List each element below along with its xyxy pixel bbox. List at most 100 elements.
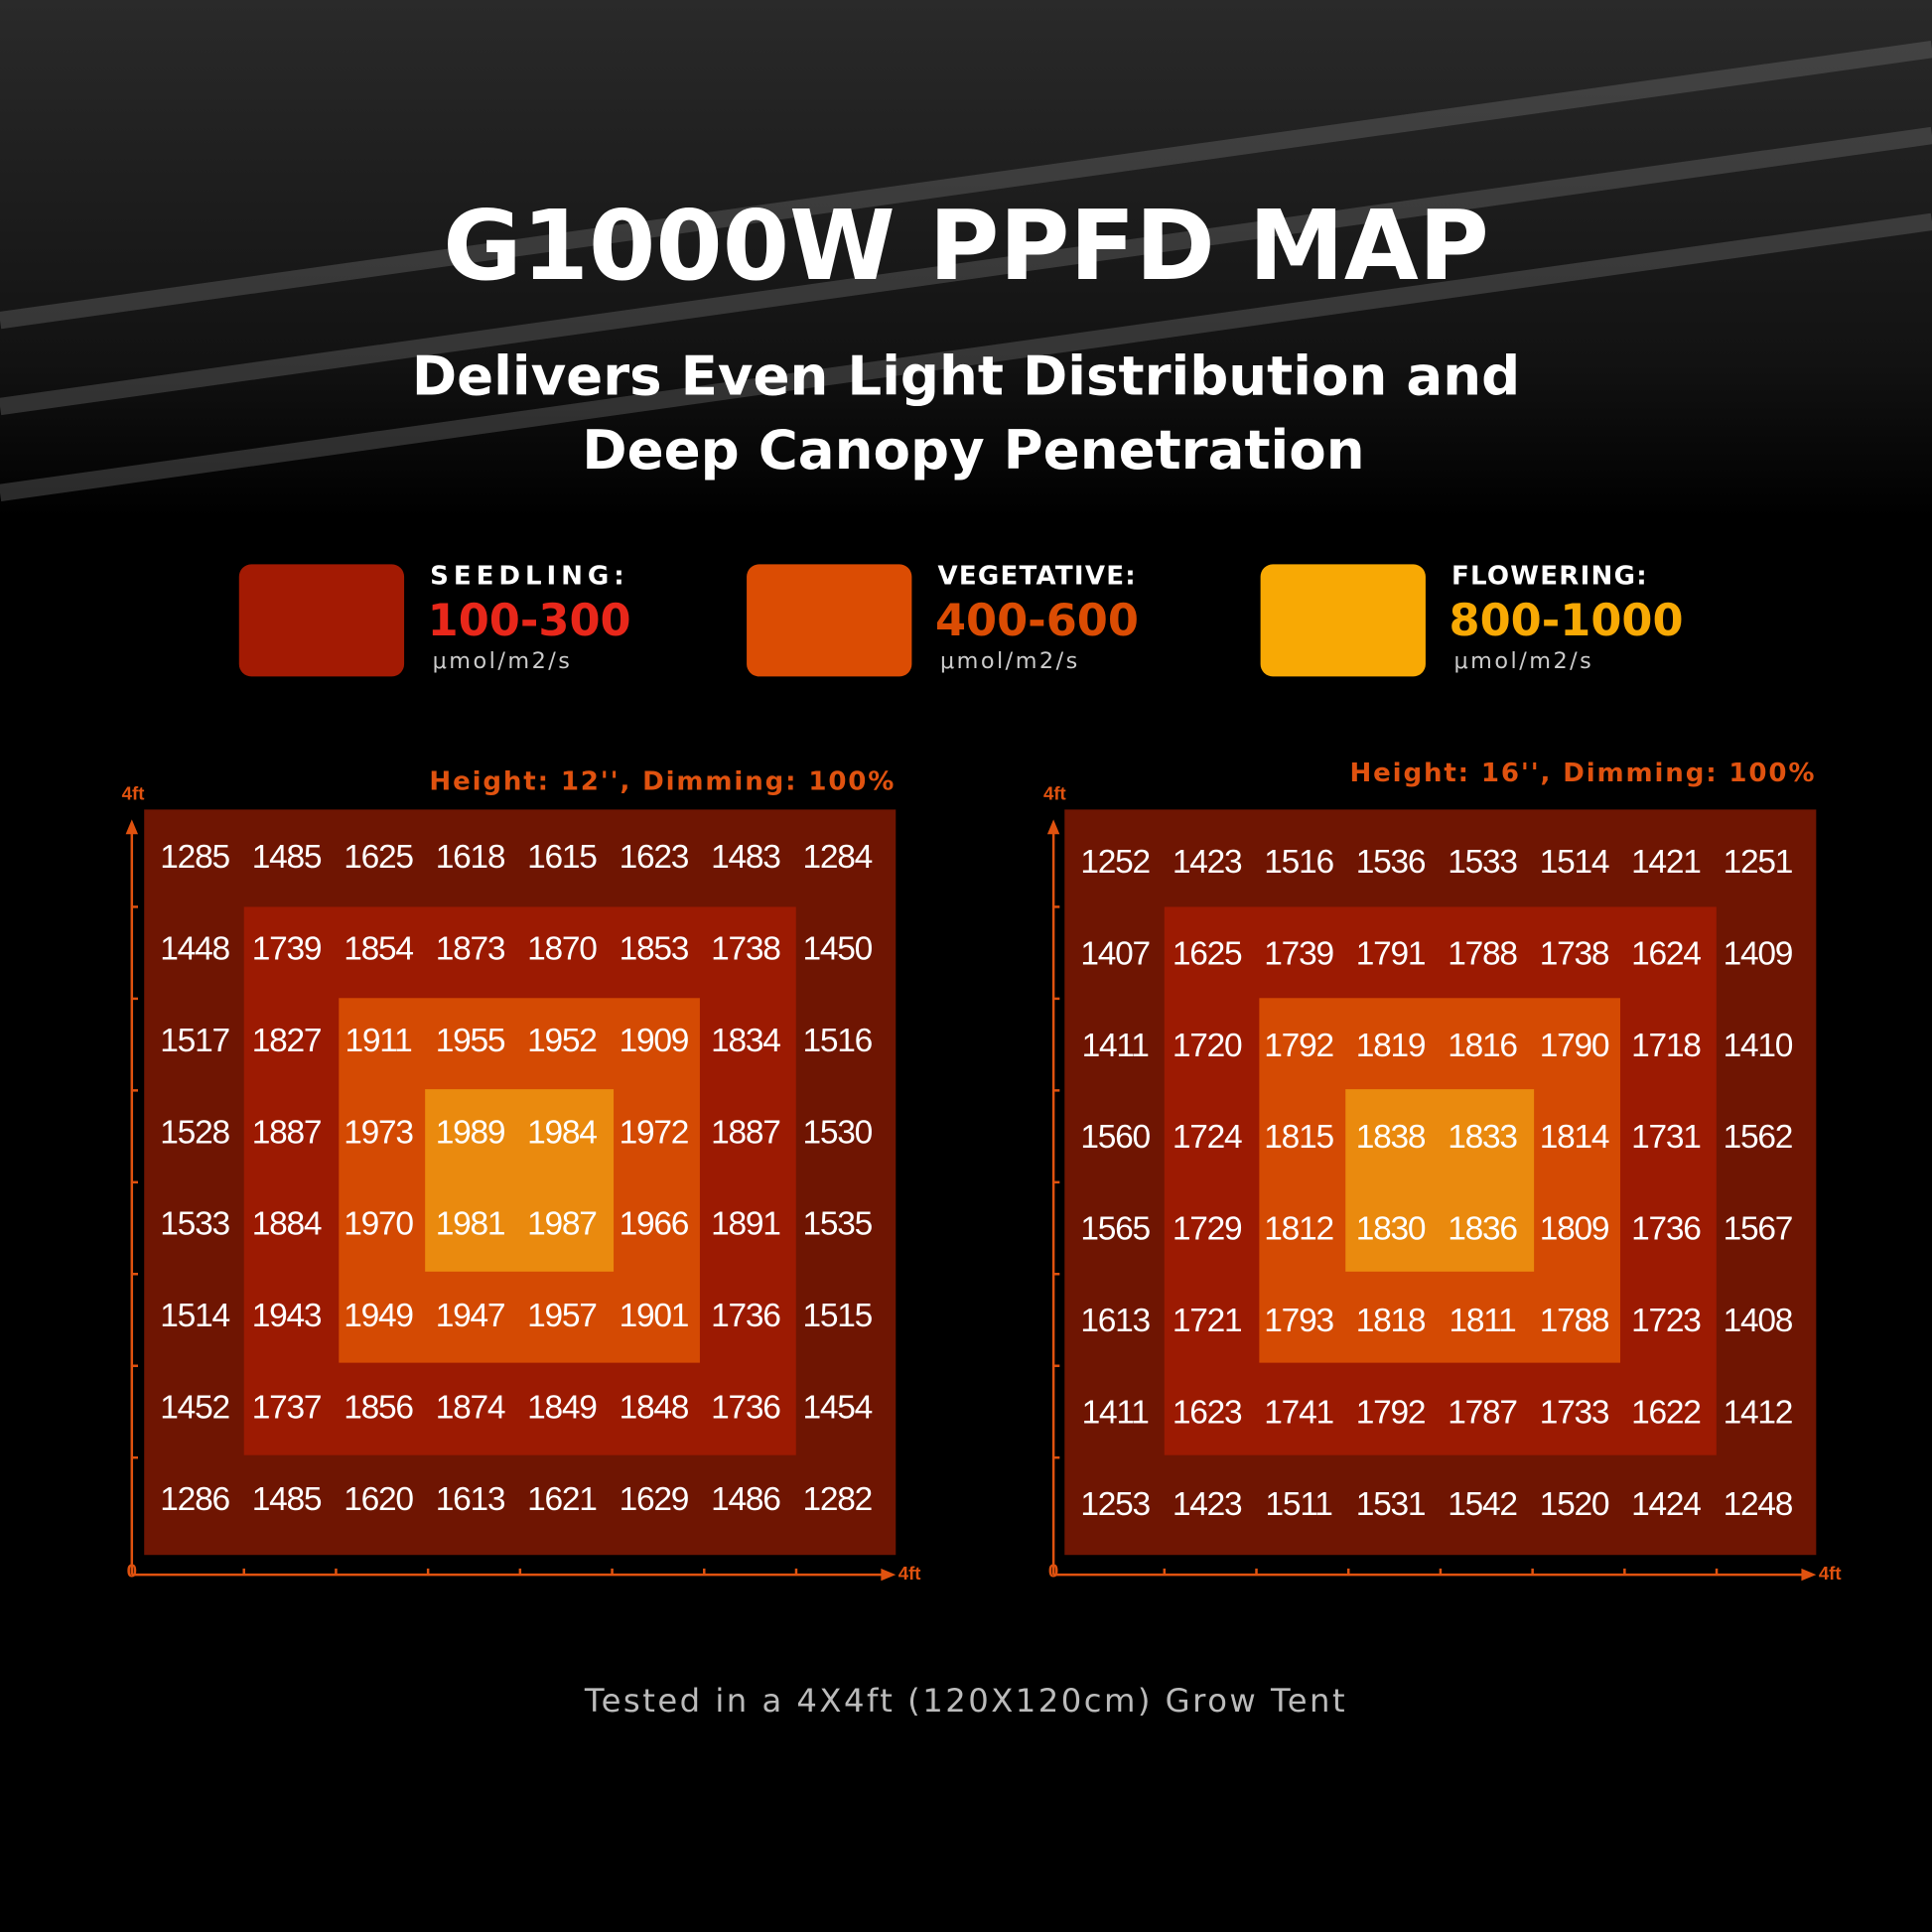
- ppfd-value: 1737: [252, 1390, 322, 1427]
- ppfd-value: 1412: [1724, 1395, 1793, 1432]
- ppfd-value: 1856: [344, 1390, 413, 1427]
- ppfd-value: 1966: [620, 1206, 689, 1243]
- ppfd-value: 1848: [620, 1390, 689, 1427]
- ppfd-value: 1248: [1724, 1486, 1793, 1523]
- ppfd-value: 1815: [1264, 1119, 1333, 1156]
- ppfd-value: 1542: [1448, 1486, 1517, 1523]
- ppfd-value: 1870: [527, 930, 597, 967]
- ppfd-value: 1407: [1080, 935, 1150, 972]
- ppfd-value: 1981: [436, 1206, 505, 1243]
- ppfd-value: 1252: [1080, 844, 1150, 881]
- ppfd-value: 1718: [1631, 1028, 1701, 1064]
- light-bars: [0, 41, 1932, 502]
- legend-unit: μmol/m2/s: [1453, 648, 1593, 674]
- ppfd-value: 1836: [1448, 1211, 1517, 1248]
- ppfd-value: 1613: [1080, 1303, 1150, 1339]
- ppfd-value: 1972: [620, 1114, 689, 1151]
- ppfd-value: 1530: [803, 1114, 873, 1151]
- ppfd-value: 1736: [711, 1390, 780, 1427]
- ppfd-value: 1827: [252, 1023, 322, 1059]
- ppfd-value: 1452: [160, 1390, 229, 1427]
- ppfd-value: 1624: [1631, 935, 1701, 972]
- ppfd-value: 1625: [1173, 935, 1242, 972]
- ppfd-value: 1514: [160, 1298, 229, 1334]
- footer: Tested in a 4X4ft (120X120cm) Grow Tent: [584, 1682, 1347, 1720]
- legend: SEEDLING:100-300μmol/m2/sVEGETATIVE:400-…: [238, 561, 1684, 677]
- ppfd-value: 1911: [345, 1023, 411, 1059]
- ppfd-value: 1618: [436, 839, 505, 876]
- legend-label: FLOWERING:: [1451, 561, 1648, 591]
- ppfd-value: 1792: [1264, 1028, 1333, 1064]
- legend-unit: μmol/m2/s: [433, 648, 573, 674]
- ppfd-value: 1739: [1264, 935, 1333, 972]
- ppfd-value: 1565: [1080, 1211, 1150, 1248]
- ppfd-value: 1251: [1724, 844, 1793, 881]
- maps: Height: 12'', Dimming: 100% 1285 1485 1625 1…: [122, 759, 1842, 1584]
- map-zone: [425, 1089, 615, 1272]
- ppfd-value: 1739: [252, 930, 322, 967]
- ppfd-value: 1838: [1356, 1119, 1426, 1156]
- ppfd-value: 1423: [1173, 844, 1242, 881]
- ppfd-value: 1621: [527, 1481, 597, 1518]
- ppfd-value: 1811: [1449, 1303, 1515, 1339]
- ppfd-value: 1887: [711, 1114, 780, 1151]
- ppfd-value: 1887: [252, 1114, 322, 1151]
- ppfd-value: 1884: [252, 1206, 322, 1243]
- ppfd-value: 1788: [1448, 935, 1517, 972]
- ppfd-value: 1729: [1173, 1211, 1242, 1248]
- ppfd-value: 1485: [252, 1481, 322, 1518]
- ppfd-value: 1410: [1724, 1028, 1793, 1064]
- y-axis-label: 4ft: [1043, 782, 1066, 803]
- ppfd-value: 1486: [711, 1481, 780, 1518]
- ppfd-value: 1984: [527, 1114, 597, 1151]
- ppfd-value: 1409: [1724, 935, 1793, 972]
- ppfd-value: 1516: [803, 1023, 873, 1059]
- ppfd-value: 1812: [1264, 1211, 1333, 1248]
- ppfd-value: 1721: [1173, 1303, 1242, 1339]
- ppfd-value: 1987: [527, 1206, 597, 1243]
- ppfd-value: 1833: [1448, 1119, 1517, 1156]
- axis-origin: 0: [1048, 1561, 1058, 1582]
- ppfd-value: 1253: [1080, 1486, 1150, 1523]
- ppfd-value: 1615: [527, 839, 597, 876]
- ppfd-value: 1411: [1082, 1395, 1149, 1432]
- ppfd-value: 1533: [160, 1206, 229, 1243]
- ppfd-value: 1533: [1448, 844, 1517, 881]
- ppfd-value: 1515: [803, 1298, 873, 1334]
- ppfd-value: 1793: [1264, 1303, 1333, 1339]
- ppfd-value: 1733: [1540, 1395, 1609, 1432]
- ppfd-value: 1723: [1631, 1303, 1701, 1339]
- ppfd-value: 1834: [711, 1023, 780, 1059]
- ppfd-value: 1454: [803, 1390, 873, 1427]
- ppfd-value: 1736: [711, 1298, 780, 1334]
- ppfd-value: 1528: [160, 1114, 229, 1151]
- ppfd-value: 1787: [1448, 1395, 1517, 1432]
- map-zone: [1345, 1089, 1535, 1272]
- ppfd-value: 1809: [1540, 1211, 1609, 1248]
- ppfd-value: 1622: [1631, 1395, 1701, 1432]
- ppfd-value: 1424: [1631, 1486, 1701, 1523]
- ppfd-value: 1788: [1540, 1303, 1609, 1339]
- ppfd-value: 1562: [1724, 1119, 1793, 1156]
- ppfd-value: 1816: [1448, 1028, 1517, 1064]
- ppfd-value: 1623: [620, 839, 689, 876]
- ppfd-value: 1973: [344, 1114, 413, 1151]
- ppfd-value: 1511: [1266, 1486, 1332, 1523]
- ppfd-value: 1520: [1540, 1486, 1609, 1523]
- ppfd-value: 1818: [1356, 1303, 1426, 1339]
- ppfd-value: 1282: [803, 1481, 873, 1518]
- ppfd-value: 1731: [1631, 1119, 1701, 1156]
- ppfd-value: 1286: [160, 1481, 229, 1518]
- ppfd-value: 1485: [252, 839, 322, 876]
- ppfd-value: 1943: [252, 1298, 322, 1334]
- legend-swatch: [238, 564, 405, 677]
- ppfd-value: 1620: [344, 1481, 413, 1518]
- legend-range: 400-600: [935, 595, 1139, 646]
- map-caption: Height: 12'', Dimming: 100%: [429, 767, 896, 797]
- legend-swatch: [1260, 564, 1426, 677]
- ppfd-value: 1625: [344, 839, 413, 876]
- ppfd-value: 1531: [1356, 1486, 1426, 1523]
- ppfd-value: 1535: [803, 1206, 873, 1243]
- ppfd-value: 1909: [620, 1023, 689, 1059]
